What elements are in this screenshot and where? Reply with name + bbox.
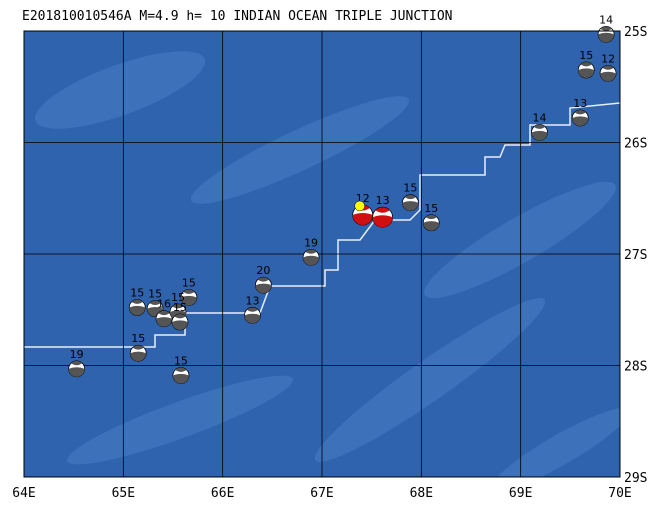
- compression: [598, 32, 615, 43]
- y-tick-label: 27S: [624, 248, 647, 263]
- focal-mechanism: [577, 61, 595, 79]
- y-tick-label: 26S: [624, 137, 647, 152]
- x-tick-label: 65E: [112, 486, 135, 501]
- bathymetry: [34, 51, 620, 477]
- depth-label: 15: [130, 287, 144, 300]
- focal-mechanism: [171, 313, 189, 331]
- focal-mechanism: [128, 299, 146, 316]
- compression: [572, 116, 589, 126]
- depth-label: 13: [573, 97, 587, 110]
- compression: [533, 124, 546, 129]
- compression: [352, 212, 373, 225]
- depth-label: 19: [304, 236, 318, 249]
- compression: [372, 215, 393, 228]
- compression: [180, 295, 197, 306]
- focal-mechanism: [531, 124, 548, 141]
- compression: [404, 194, 417, 200]
- frame: [23, 30, 621, 478]
- compression: [130, 351, 147, 362]
- compression: [68, 367, 85, 377]
- focal-mechanism: [180, 289, 198, 306]
- map-title: E201810010546A M=4.9 h= 10 INDIAN OCEAN …: [22, 9, 452, 24]
- compression: [175, 367, 187, 372]
- compression: [246, 307, 259, 312]
- focal-mechanism: [254, 276, 272, 294]
- focal-mechanism: [597, 25, 615, 43]
- y-tick-label: 28S: [624, 360, 647, 375]
- compression: [423, 221, 440, 231]
- depth-label: 16: [157, 298, 171, 311]
- compression: [183, 289, 195, 294]
- depth-label: 15: [131, 332, 145, 345]
- x-tick-label: 64E: [12, 486, 35, 501]
- depth-label: 15: [424, 202, 438, 215]
- depth-label: 13: [376, 194, 390, 207]
- compression: [131, 299, 143, 304]
- compression: [574, 110, 586, 115]
- focal-mechanism: [422, 214, 440, 232]
- focal-mechanism: [599, 64, 617, 82]
- x-tick-label: 68E: [410, 486, 433, 501]
- compression: [600, 71, 617, 82]
- events: [68, 25, 617, 384]
- compression: [580, 62, 592, 67]
- focal-mechanism: [302, 248, 320, 266]
- depth-label: 13: [245, 294, 259, 307]
- compression: [132, 345, 144, 350]
- compression: [244, 313, 261, 324]
- focal-mechanism: [155, 310, 173, 328]
- compression: [174, 314, 186, 319]
- focal-mechanism: [172, 367, 190, 384]
- compression: [602, 65, 614, 70]
- compression: [171, 320, 188, 331]
- compression: [71, 360, 83, 366]
- depth-label: 14: [533, 111, 547, 124]
- depth-label: 15: [579, 49, 593, 62]
- epicenter: [354, 200, 365, 212]
- depth-label: 15: [148, 288, 162, 301]
- compression: [149, 300, 161, 306]
- compression: [257, 277, 269, 282]
- focal-mechanism: [68, 360, 86, 378]
- compression: [578, 68, 595, 79]
- compression: [402, 201, 419, 211]
- depth-label: 15: [403, 182, 417, 195]
- depth-label: 20: [256, 264, 270, 277]
- compression: [158, 310, 170, 316]
- y-tick-label: 29S: [624, 471, 647, 486]
- compression: [425, 214, 437, 220]
- compression: [156, 317, 173, 327]
- compression: [255, 283, 272, 294]
- focal-mechanism: [244, 306, 261, 324]
- focal-mechanism: [402, 194, 419, 212]
- compression: [303, 255, 320, 266]
- focal-mechanism: [129, 344, 147, 362]
- compression: [375, 207, 390, 213]
- compression: [172, 304, 184, 309]
- x-tick-label: 69E: [509, 486, 532, 501]
- compression: [172, 373, 189, 384]
- x-tick-label: 70E: [608, 486, 631, 501]
- depth-label: 15: [171, 291, 185, 304]
- compression: [305, 249, 317, 254]
- compression: [600, 26, 612, 31]
- compression: [531, 130, 548, 141]
- focal-mechanism: [372, 206, 393, 228]
- depth-label: 19: [70, 348, 84, 361]
- x-tick-label: 67E: [310, 486, 333, 501]
- depth-label: 15: [182, 276, 196, 289]
- depth-label: 15: [173, 301, 187, 314]
- depth-label: 12: [601, 52, 615, 65]
- focal-mechanism: [571, 109, 589, 127]
- depth-label: 14: [599, 13, 613, 26]
- y-tick-label: 25S: [624, 25, 647, 40]
- x-tick-label: 66E: [211, 486, 234, 501]
- compression: [129, 305, 146, 316]
- depth-label: 15: [174, 355, 188, 368]
